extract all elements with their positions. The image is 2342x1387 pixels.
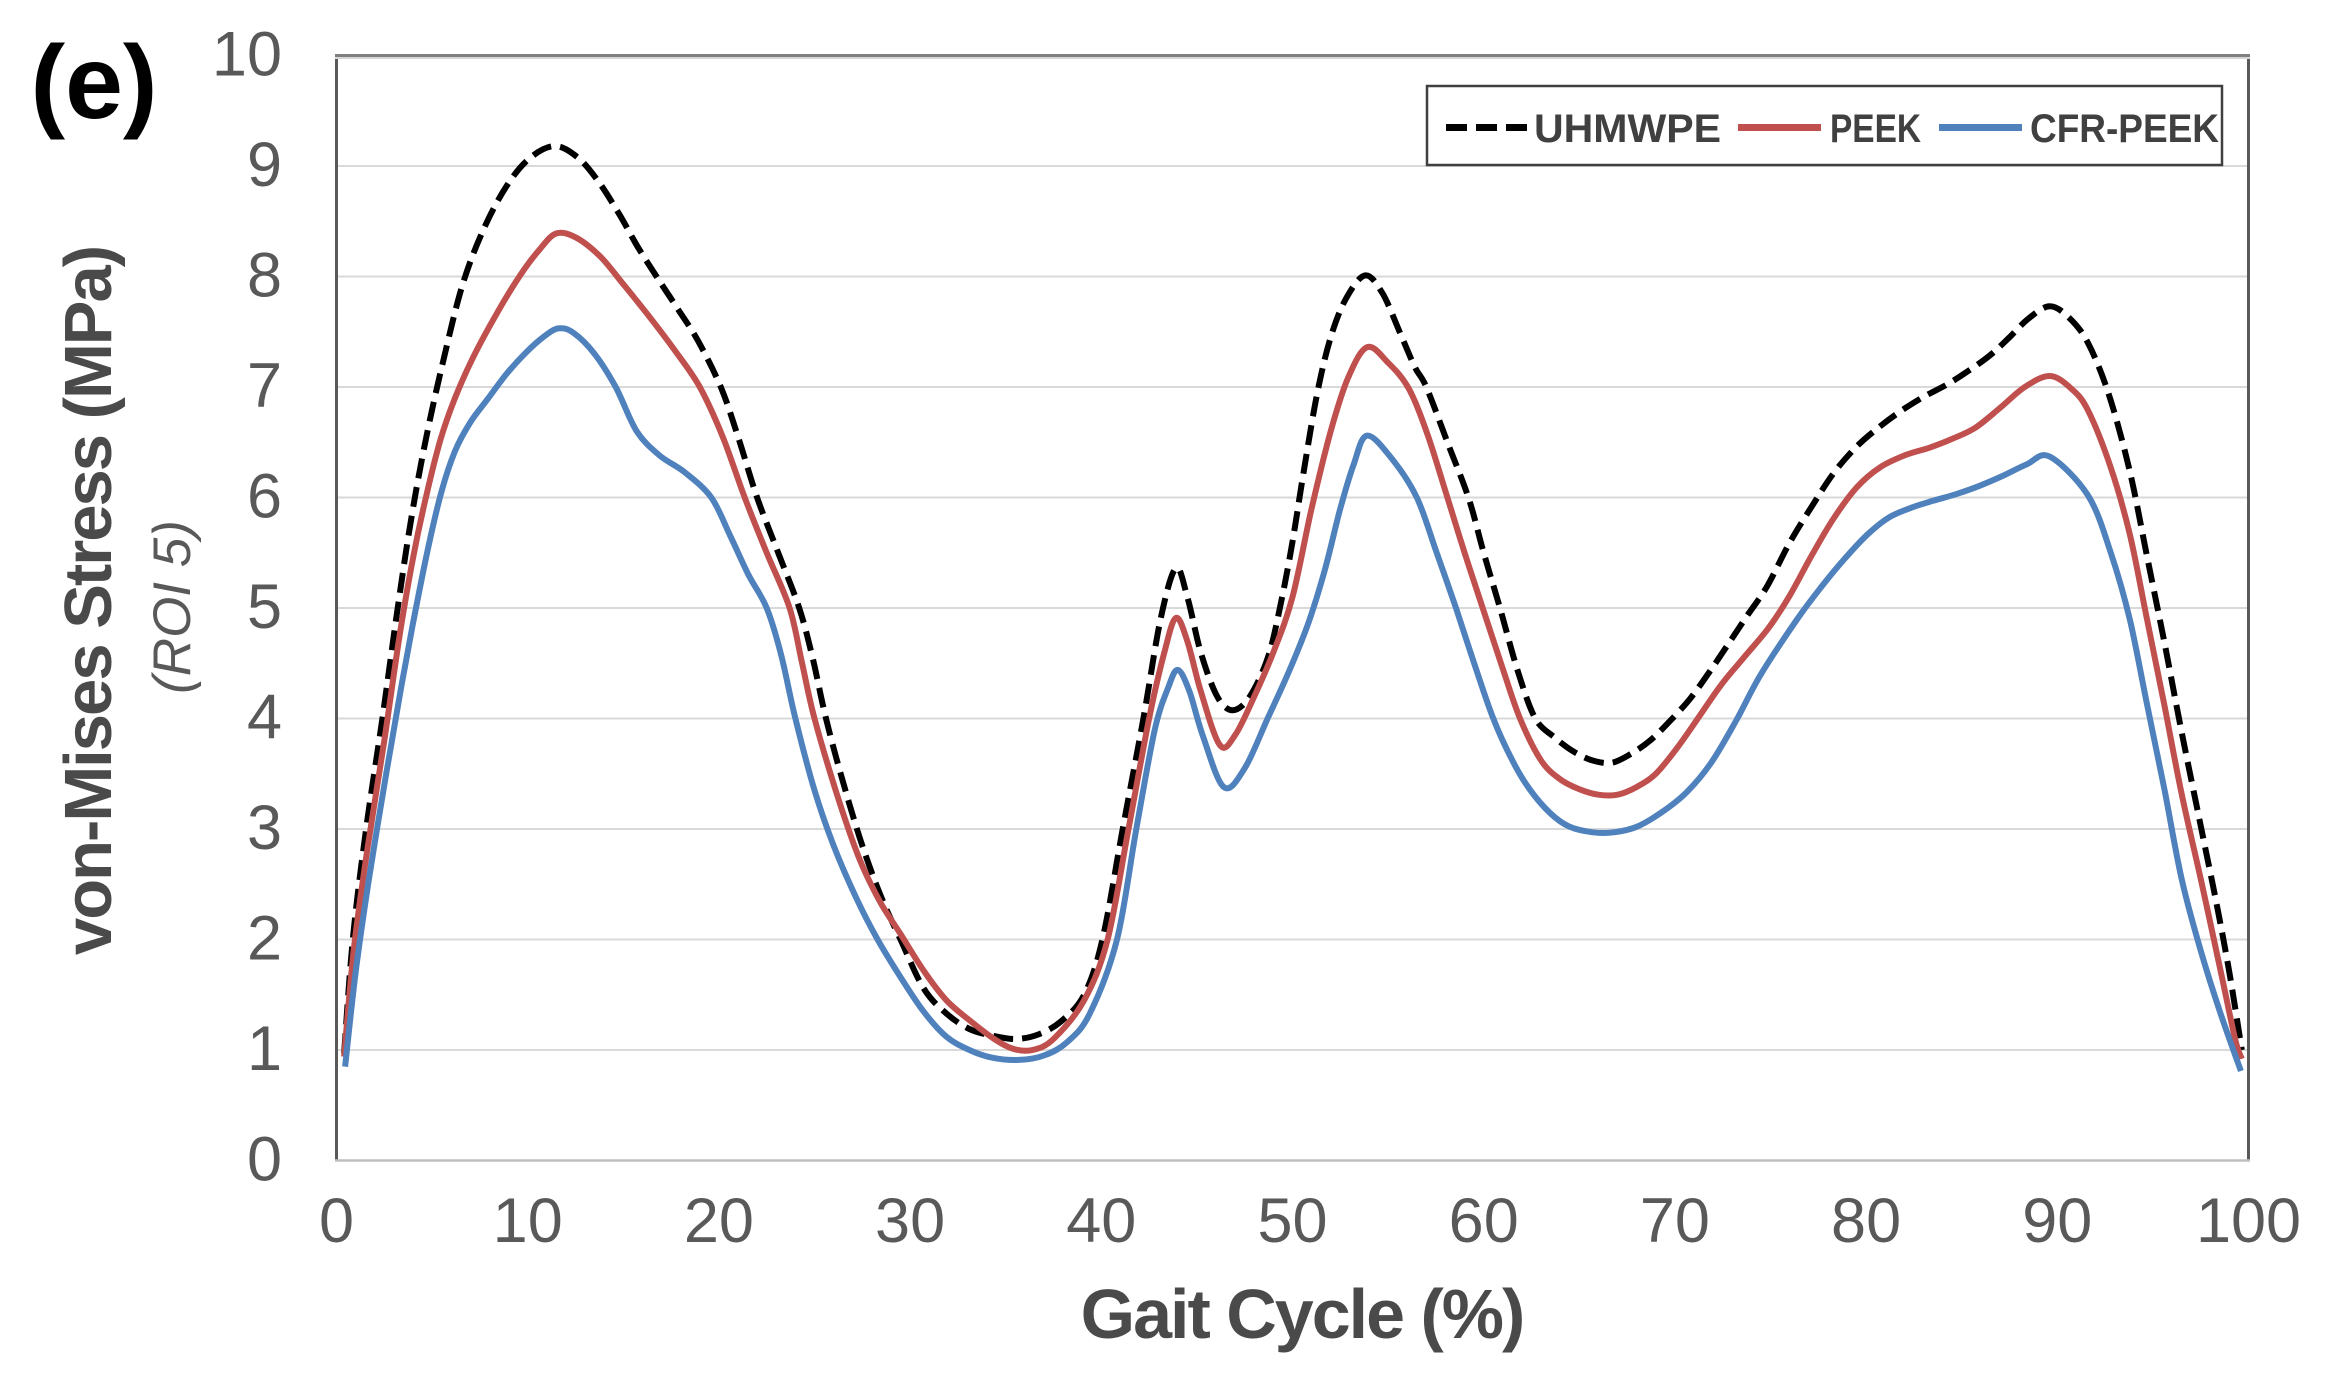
svg-text:(e): (e) [30,25,157,141]
svg-text:6: 6 [247,462,282,532]
svg-text:80: 80 [1831,1186,1901,1256]
svg-text:9: 9 [247,130,282,200]
svg-text:(ROI 5): (ROI 5) [143,520,202,694]
svg-text:30: 30 [875,1186,945,1256]
svg-text:CFR-PEEK: CFR-PEEK [2030,107,2219,151]
svg-text:von-Mises Stress (MPa): von-Mises Stress (MPa) [51,247,126,955]
svg-text:5: 5 [247,572,282,642]
svg-text:1: 1 [247,1014,282,1084]
svg-text:100: 100 [2196,1186,2301,1256]
svg-text:20: 20 [684,1186,754,1256]
svg-text:60: 60 [1449,1186,1519,1256]
svg-text:3: 3 [247,793,282,863]
svg-text:UHMWPE: UHMWPE [1534,107,1721,151]
svg-text:2: 2 [247,904,282,974]
svg-text:4: 4 [247,683,282,753]
svg-text:8: 8 [247,241,282,311]
svg-text:70: 70 [1640,1186,1710,1256]
svg-text:40: 40 [1066,1186,1136,1256]
svg-text:50: 50 [1257,1186,1327,1256]
svg-text:0: 0 [247,1125,282,1195]
svg-text:Gait Cycle (%): Gait Cycle (%) [1081,1275,1524,1353]
svg-text:PEEK: PEEK [1830,107,1921,151]
svg-text:0: 0 [319,1186,354,1256]
svg-text:10: 10 [493,1186,563,1256]
svg-text:90: 90 [2022,1186,2092,1256]
svg-text:7: 7 [247,351,282,421]
svg-text:10: 10 [212,20,282,90]
